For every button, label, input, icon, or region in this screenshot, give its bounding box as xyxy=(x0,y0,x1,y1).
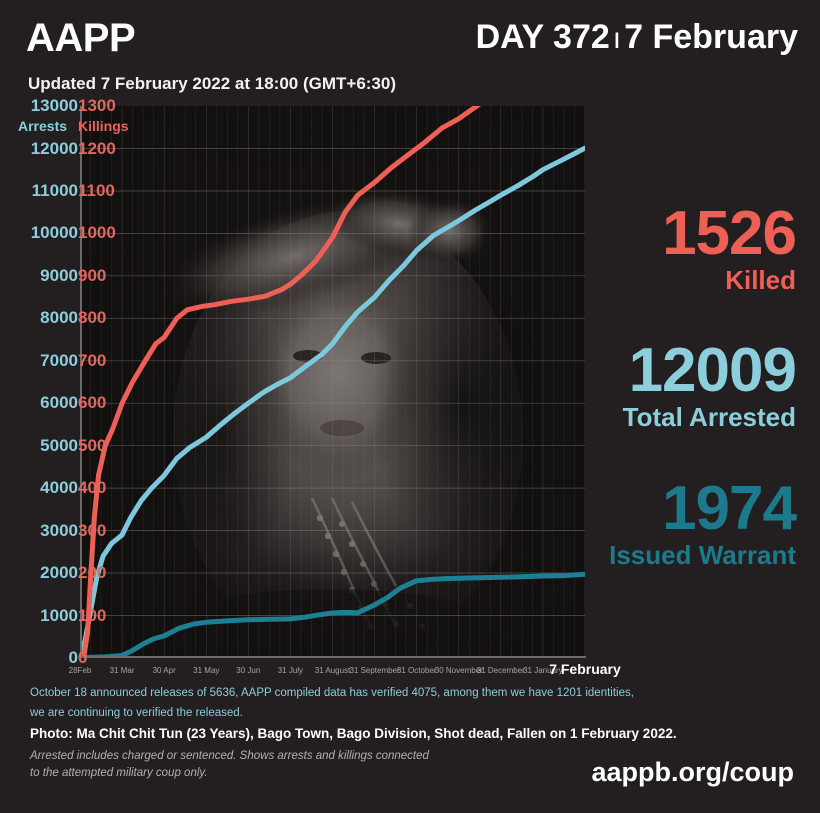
y-tick-arrests-5000: 5000 xyxy=(40,435,78,455)
x-tick-5: 31 July xyxy=(277,666,304,675)
series-line-issued-warrant xyxy=(80,571,585,658)
day-counter: DAY 372 ı7 February xyxy=(476,18,798,57)
y-tick-killings-900: 900 xyxy=(78,265,107,285)
page-title: AAPP xyxy=(26,16,136,60)
x-tick-10: 31 December xyxy=(476,666,525,675)
x-tick-1: 31 Mar xyxy=(109,666,135,675)
day-number: DAY 372 xyxy=(475,18,610,56)
y-tick-killings-600: 600 xyxy=(78,393,107,413)
y-tick-arrests-8000: 8000 xyxy=(40,308,78,328)
stat-issued-warrant: 1974 Issued Warrant xyxy=(609,474,797,570)
chart-area xyxy=(80,106,585,658)
y-tick-killings-0: 0 xyxy=(78,648,88,667)
release-note-line1: October 18 announced releases of 5636, A… xyxy=(30,687,634,699)
website-url[interactable]: aappb.org/coup xyxy=(591,757,795,787)
stat-warrant-value: 1974 xyxy=(662,474,797,543)
y-axis-title-killings: Killings xyxy=(78,118,129,134)
x-tick-7: 31 September xyxy=(349,666,400,675)
day-separator: ı xyxy=(612,22,622,55)
y-tick-killings-1000: 1000 xyxy=(78,223,116,243)
y-tick-killings-1300: 1300 xyxy=(78,96,116,115)
x-tick-4: 30 Jun xyxy=(236,666,261,675)
x-tick-11: 31 January xyxy=(523,666,563,675)
day-date: 7 February xyxy=(624,18,798,56)
y-tick-killings-400: 400 xyxy=(78,478,107,498)
y-tick-arrests-10000: 10000 xyxy=(30,223,78,243)
y-tick-killings-1100: 1100 xyxy=(78,180,115,200)
y-tick-killings-800: 800 xyxy=(78,308,107,328)
y-tick-arrests-6000: 6000 xyxy=(40,393,78,413)
chart-series-lines xyxy=(80,106,585,658)
y-tick-killings-200: 200 xyxy=(78,563,107,583)
x-tick-6: 31 August xyxy=(314,666,351,675)
y-tick-killings-300: 300 xyxy=(78,520,107,540)
y-tick-arrests-4000: 4000 xyxy=(40,478,78,498)
stat-total-arrested: 12009 Total Arrested xyxy=(622,336,797,432)
photo-caption: Photo: Ma Chit Chit Tun (23 Years), Bago… xyxy=(30,726,677,741)
series-line-killings xyxy=(80,106,482,658)
y-tick-killings-100: 100 xyxy=(78,605,107,625)
stat-arrested-label: Total Arrested xyxy=(622,401,796,432)
release-note-line2: we are continuing to verified the releas… xyxy=(30,707,243,719)
y-tick-arrests-2000: 2000 xyxy=(40,563,78,583)
y-tick-arrests-12000: 12000 xyxy=(30,138,78,158)
y-tick-arrests-0: 0 xyxy=(68,648,78,667)
y-tick-arrests-1000: 1000 xyxy=(40,605,78,625)
x-axis-line xyxy=(80,656,586,658)
stat-warrant-label: Issued Warrant xyxy=(609,539,796,570)
stat-arrested-value: 12009 xyxy=(628,336,797,405)
y-tick-killings-1200: 1200 xyxy=(78,138,116,158)
updated-timestamp: Updated 7 February 2022 at 18:00 (GMT+6:… xyxy=(28,74,396,93)
y-tick-killings-700: 700 xyxy=(78,350,107,370)
stat-killed: 1526 Killed xyxy=(662,199,797,295)
y-tick-arrests-3000: 3000 xyxy=(40,520,78,540)
x-tick-0: 28Feb xyxy=(68,666,92,675)
x-tick-3: 31 May xyxy=(193,666,220,675)
y-tick-arrests-11000: 11000 xyxy=(31,180,78,200)
y-tick-arrests-13000: 13000 xyxy=(30,96,78,115)
y-tick-arrests-9000: 9000 xyxy=(40,265,78,285)
x-tick-8: 31 October xyxy=(396,666,437,675)
stat-killed-value: 1526 xyxy=(662,199,797,268)
y-tick-killings-500: 500 xyxy=(78,435,107,455)
disclaimer-line1: Arrested includes charged or sentenced. … xyxy=(30,750,429,762)
x-tick-2: 30 Apr xyxy=(152,666,176,675)
series-line-total-arrested xyxy=(80,145,585,658)
y-axis-title-arrests: Arrests xyxy=(18,118,68,134)
x-tick-9: 30 November xyxy=(434,666,483,675)
stat-killed-label: Killed xyxy=(725,264,796,295)
y-axis-line xyxy=(80,106,82,658)
y-tick-arrests-7000: 7000 xyxy=(40,350,78,370)
disclaimer-line2: to the attempted military coup only. xyxy=(30,767,208,779)
x-tick-12: 7 February xyxy=(549,661,621,677)
